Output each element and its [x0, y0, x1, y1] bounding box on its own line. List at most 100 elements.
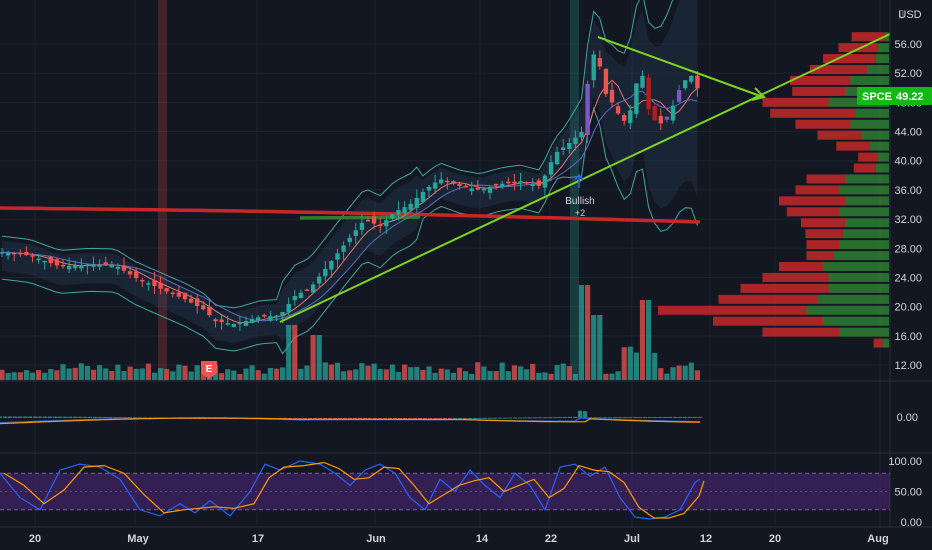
price-tick-label: 36.00	[894, 185, 922, 197]
time-tick-label: Aug	[867, 533, 888, 545]
candle-body	[554, 151, 560, 165]
volume-profile-up	[875, 163, 889, 173]
macd-histogram-bar	[373, 418, 377, 419]
candle-body	[36, 258, 41, 261]
time-tick-label: 14	[476, 533, 489, 545]
volume-profile-down	[838, 43, 878, 53]
bullish-annotation[interactable]: Bullish +2	[565, 173, 595, 218]
volume-bar	[365, 365, 371, 380]
macd-histogram-bar	[8, 416, 12, 418]
price-axis[interactable]: 56.0052.0048.0044.0040.0036.0032.0028.00…	[894, 39, 922, 372]
earnings-marker[interactable]: E	[201, 361, 217, 379]
volume-bar	[194, 365, 200, 380]
candle-body	[432, 182, 438, 189]
macd-histogram-bar	[83, 416, 87, 418]
price-tick-label: 40.00	[894, 156, 922, 168]
candle-body	[97, 264, 102, 267]
volume-bar	[170, 371, 176, 380]
volume-bar	[292, 325, 298, 380]
volume-bar	[66, 368, 72, 380]
stoch-rsi-pane[interactable]	[0, 460, 890, 520]
macd-histogram-bar	[623, 417, 627, 419]
volume-bar	[585, 285, 591, 380]
candle-body	[176, 292, 182, 297]
earnings-label: E	[206, 364, 213, 375]
volume-bar	[72, 367, 78, 380]
macd-histogram-bar	[368, 418, 372, 419]
macd-histogram-bar	[108, 416, 112, 418]
macd-histogram-bar	[123, 417, 127, 419]
volume-bar	[621, 347, 627, 380]
volume-profile-down	[853, 163, 876, 173]
macd-histogram-bar	[348, 418, 352, 420]
candle-body	[146, 283, 151, 285]
candle-body	[603, 68, 609, 95]
macd-histogram-bar	[688, 416, 692, 418]
candle-body	[561, 147, 566, 151]
macd-histogram-bar	[608, 417, 612, 419]
candle-body	[487, 186, 493, 193]
candle-body	[567, 142, 572, 149]
candle-body	[91, 264, 96, 267]
trendlines[interactable]	[279, 33, 891, 323]
volume-bar	[395, 371, 402, 380]
macd-histogram-bar	[628, 417, 632, 419]
volume-bar	[560, 363, 566, 380]
macd-histogram-bar	[413, 418, 417, 419]
candle-body	[579, 132, 584, 138]
macd-histogram-bar	[338, 418, 342, 420]
candle-body	[689, 75, 694, 82]
candle-body	[127, 271, 133, 275]
currency-label: USD	[898, 9, 921, 21]
candle-body	[475, 187, 480, 190]
volume-profile-up	[834, 251, 889, 261]
macd-histogram-bar	[318, 418, 322, 420]
volume-profile-down	[801, 218, 845, 228]
volume-bar	[115, 364, 121, 380]
volume-bar	[566, 366, 572, 380]
volume-bar	[5, 373, 11, 380]
candle-body	[66, 265, 72, 270]
time-tick-label: 22	[545, 533, 557, 545]
macd-histogram-bar	[138, 417, 142, 419]
candle-body	[676, 90, 682, 102]
macd-histogram-bar	[668, 416, 672, 418]
macd-tick-label: 0.00	[897, 412, 918, 424]
time-axis[interactable]: 20 May 17 Jun 14 22 Jul 12 20 Aug	[29, 533, 889, 545]
candle-body	[640, 75, 645, 88]
macd-histogram-bar	[38, 416, 42, 418]
volume-profile-up	[850, 75, 889, 85]
volume-profile-up	[839, 185, 889, 195]
candle-body	[188, 298, 194, 303]
candle-body	[426, 186, 432, 191]
symbol-price-badge[interactable]: SPCE · 49.22	[857, 87, 932, 105]
candle-body	[0, 252, 5, 254]
time-tick-label: 20	[29, 533, 41, 545]
macd-pane[interactable]	[0, 410, 702, 425]
candle-body	[365, 219, 371, 222]
time-tick-label: 12	[700, 533, 712, 545]
candle-body	[219, 319, 224, 323]
candle-body	[262, 314, 267, 317]
volume-bar	[23, 370, 29, 380]
macd-histogram-bar	[558, 416, 562, 418]
volume-bar	[188, 371, 194, 380]
macd-histogram-bar	[673, 416, 677, 418]
macd-histogram-bar	[353, 418, 357, 419]
volume-bar	[48, 369, 54, 380]
macd-histogram-bar	[53, 416, 57, 418]
volume-bar	[151, 372, 158, 380]
candle-body	[585, 83, 590, 136]
volume-bar	[578, 285, 585, 380]
bollinger-lower	[1, 106, 698, 355]
candle-body	[390, 214, 395, 219]
volume-bar	[54, 370, 60, 380]
macd-histogram-bar	[323, 418, 327, 420]
volume-bar	[200, 372, 206, 380]
candle-body	[310, 284, 316, 293]
bollinger-bands	[1, 0, 698, 355]
volume-profile-up	[823, 262, 889, 272]
candle-body	[5, 252, 11, 256]
macd-histogram-bar	[693, 416, 697, 418]
